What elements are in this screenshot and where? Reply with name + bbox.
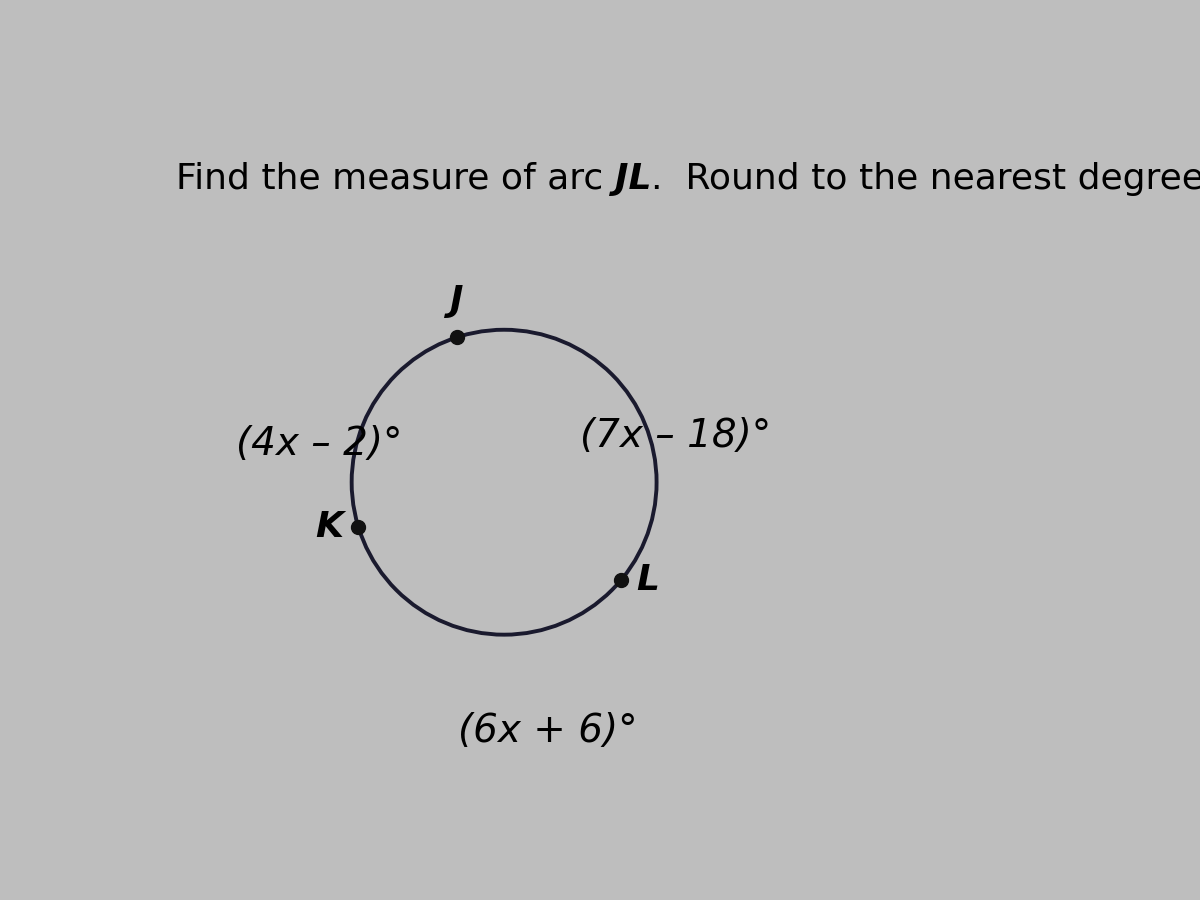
- Text: .  Round to the nearest degree.: . Round to the nearest degree.: [652, 162, 1200, 196]
- Text: (7x – 18)°: (7x – 18)°: [581, 417, 772, 455]
- Text: (6x + 6)°: (6x + 6)°: [458, 712, 638, 750]
- Text: L: L: [636, 563, 659, 598]
- Text: J: J: [450, 284, 463, 318]
- Text: Find the measure of arc: Find the measure of arc: [176, 162, 614, 196]
- Text: (4x – 2)°: (4x – 2)°: [236, 425, 403, 463]
- Text: JL: JL: [614, 162, 652, 196]
- Text: K: K: [314, 509, 343, 544]
